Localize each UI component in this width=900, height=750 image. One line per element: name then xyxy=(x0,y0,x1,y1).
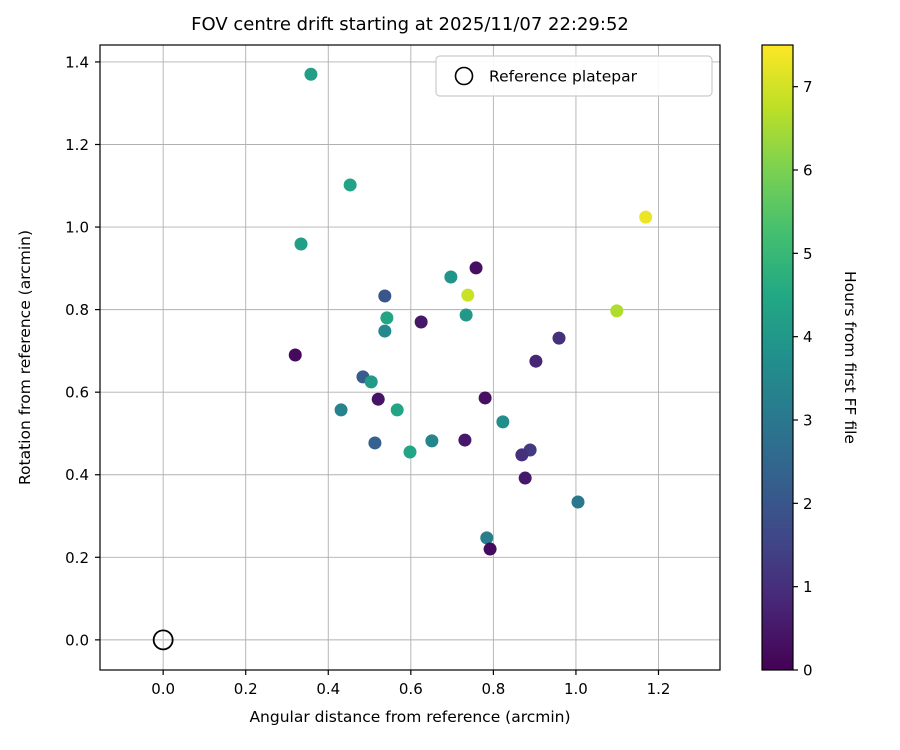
data-point xyxy=(483,542,497,556)
colorbar-tick-label: 6 xyxy=(803,162,813,180)
legend-label: Reference platepar xyxy=(489,68,638,86)
legend-marker-open-circle xyxy=(454,66,474,86)
data-point xyxy=(459,308,473,322)
colorbar-label: Hours from first FF file xyxy=(841,271,859,444)
data-point xyxy=(610,304,624,318)
x-tick-label: 0.2 xyxy=(234,680,258,698)
data-point xyxy=(480,531,494,545)
colorbar-frame xyxy=(761,44,794,671)
y-tick-label: 0.0 xyxy=(65,631,89,649)
colorbar-tick-label: 1 xyxy=(803,578,813,596)
y-axis: 0.0 0.2 0.4 0.6 0.8 1.0 1.2 1.4 xyxy=(65,53,100,649)
data-point xyxy=(371,392,385,406)
data-point xyxy=(343,178,357,192)
legend-box xyxy=(435,55,713,97)
data-point xyxy=(414,315,428,329)
data-point xyxy=(552,331,566,345)
data-point xyxy=(515,448,529,462)
data-point xyxy=(639,210,653,224)
x-tick-label: 0.0 xyxy=(151,680,175,698)
colorbar: 0 1 2 3 4 5 6 7 Hours from first FF file xyxy=(761,44,859,680)
y-tick-label: 1.0 xyxy=(65,219,89,237)
colorbar-tick-label: 2 xyxy=(803,495,813,513)
data-point xyxy=(571,495,585,509)
data-point xyxy=(378,289,392,303)
data-point xyxy=(478,391,492,405)
data-point xyxy=(461,288,475,302)
data-point xyxy=(529,354,543,368)
data-point xyxy=(288,348,302,362)
x-tick-label: 0.8 xyxy=(481,680,505,698)
data-point xyxy=(469,261,483,275)
y-tick-label: 1.4 xyxy=(65,53,89,71)
data-point xyxy=(334,403,348,417)
y-tick-label: 1.2 xyxy=(65,136,89,154)
data-point xyxy=(294,237,308,251)
data-point xyxy=(425,434,439,448)
x-tick-label: 0.6 xyxy=(399,680,423,698)
scatter-points xyxy=(288,67,653,556)
x-tick-label: 0.4 xyxy=(316,680,340,698)
data-point xyxy=(380,311,394,325)
x-axis: 0.0 0.2 0.4 0.6 0.8 1.0 1.2 xyxy=(151,670,670,698)
data-point xyxy=(368,436,382,450)
x-tick-label: 1.0 xyxy=(564,680,588,698)
colorbar-tick-label: 0 xyxy=(803,662,813,680)
grid-lines xyxy=(100,45,720,670)
y-tick-label: 0.4 xyxy=(65,466,89,484)
data-point xyxy=(364,375,378,389)
data-point xyxy=(304,67,318,81)
legend: Reference platepar xyxy=(435,55,713,97)
y-tick-label: 0.2 xyxy=(65,549,89,567)
data-point xyxy=(458,433,472,447)
y-tick-label: 0.8 xyxy=(65,301,89,319)
data-point xyxy=(403,445,417,459)
colorbar-tick-label: 4 xyxy=(803,328,813,346)
chart-title: FOV centre drift starting at 2025/11/07 … xyxy=(191,14,629,35)
x-axis-label: Angular distance from reference (arcmin) xyxy=(249,708,570,726)
data-point xyxy=(518,471,532,485)
data-point xyxy=(390,403,404,417)
x-tick-label: 1.2 xyxy=(647,680,671,698)
data-point xyxy=(378,324,392,338)
colorbar-gradient xyxy=(762,45,793,670)
reference-platepar-marker xyxy=(152,629,174,651)
data-point xyxy=(496,415,510,429)
colorbar-tick-label: 7 xyxy=(803,78,813,96)
axes-frame xyxy=(99,44,721,671)
data-point xyxy=(444,270,458,284)
colorbar-tick-label: 5 xyxy=(803,245,813,263)
y-axis-label: Rotation from reference (arcmin) xyxy=(16,230,34,485)
y-tick-label: 0.6 xyxy=(65,384,89,402)
colorbar-tick-label: 3 xyxy=(803,412,813,430)
